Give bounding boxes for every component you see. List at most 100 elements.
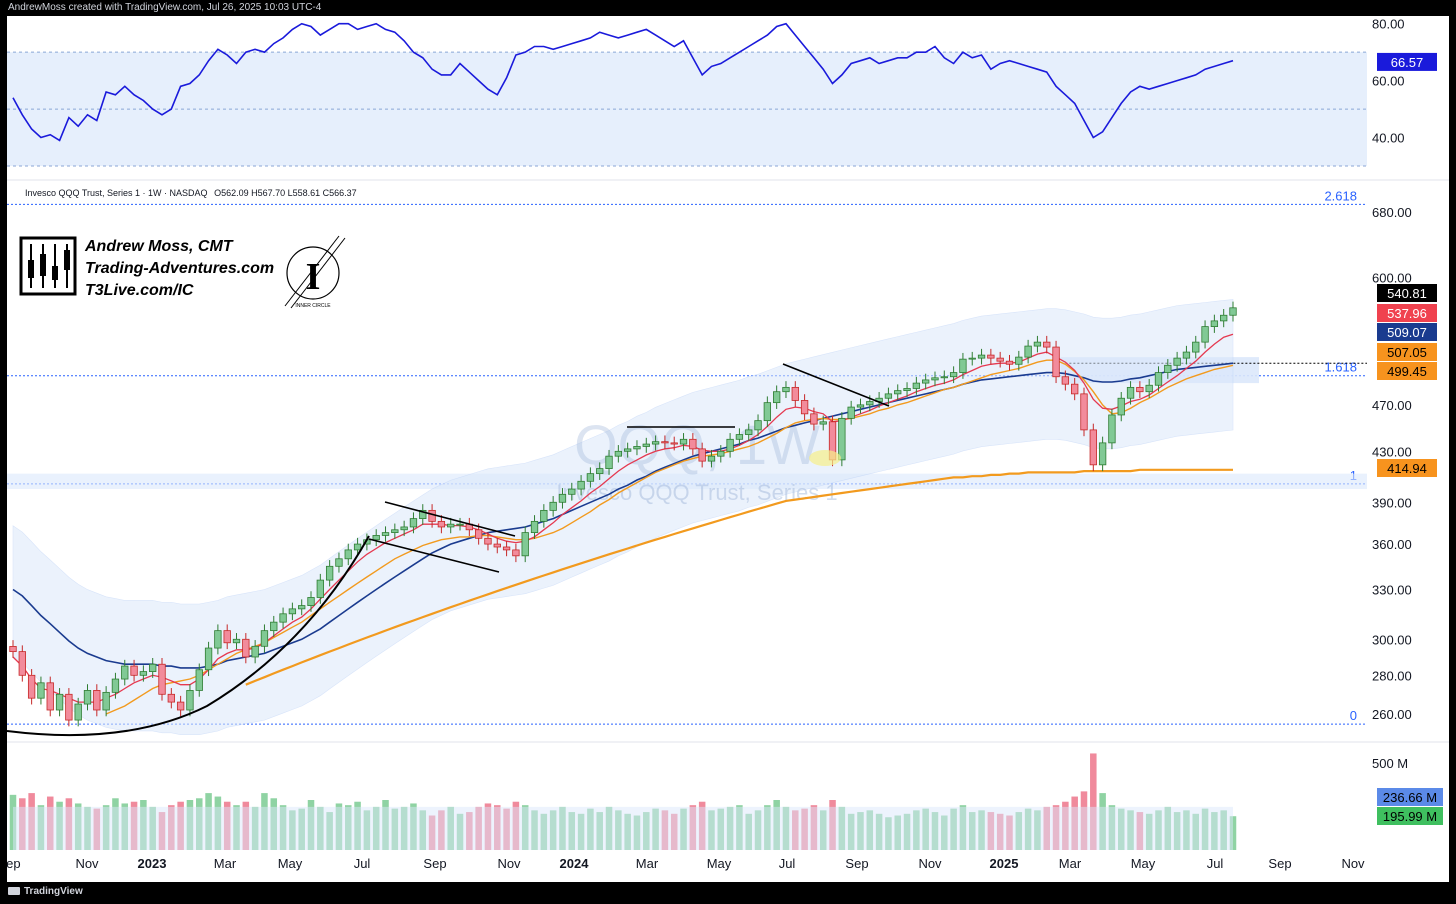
candle[interactable]	[251, 640, 259, 664]
candle[interactable]	[987, 348, 995, 365]
candle[interactable]	[884, 387, 893, 405]
candle[interactable]	[121, 659, 129, 686]
price-axis[interactable]: 680.00 600.00 470.00 430.00 390.00 360.00 330.…	[1372, 17, 1443, 825]
candle[interactable]	[130, 659, 138, 682]
candle[interactable]	[9, 640, 17, 658]
candle[interactable]	[959, 352, 967, 379]
candle[interactable]	[419, 504, 427, 525]
candle[interactable]	[502, 540, 511, 557]
candle[interactable]	[1192, 335, 1200, 359]
candle[interactable]	[65, 688, 73, 727]
candle[interactable]	[335, 552, 343, 573]
candle[interactable]	[1043, 335, 1051, 354]
candle[interactable]	[1005, 354, 1014, 371]
candle[interactable]	[1173, 351, 1181, 372]
candle[interactable]	[856, 398, 865, 414]
candle[interactable]	[409, 512, 418, 534]
symbol-legend[interactable]: Invesco QQQ Trust, Series 1 · 1W · NASDA…	[25, 188, 357, 198]
candle[interactable]	[27, 669, 36, 705]
candle[interactable]	[810, 407, 818, 431]
candle[interactable]	[447, 517, 455, 534]
candle[interactable]	[838, 412, 846, 467]
candle[interactable]	[996, 351, 1004, 368]
candle[interactable]	[977, 348, 986, 365]
candle[interactable]	[1033, 335, 1042, 353]
candle[interactable]	[1080, 387, 1088, 437]
candle[interactable]	[37, 676, 45, 705]
candle[interactable]	[763, 396, 772, 427]
candle[interactable]	[204, 641, 213, 677]
candle[interactable]	[521, 526, 529, 563]
candle[interactable]	[903, 382, 911, 397]
candle[interactable]	[773, 385, 781, 409]
candle[interactable]	[1220, 309, 1228, 328]
candle[interactable]	[1154, 366, 1163, 392]
candle[interactable]	[689, 433, 697, 456]
candle[interactable]	[260, 624, 269, 653]
candle[interactable]	[158, 658, 166, 701]
candle[interactable]	[223, 624, 231, 650]
candle[interactable]	[707, 449, 716, 468]
candle[interactable]	[754, 414, 762, 437]
candle[interactable]	[1229, 301, 1237, 322]
candle[interactable]	[922, 373, 930, 390]
candle[interactable]	[493, 537, 501, 554]
candle[interactable]	[642, 437, 650, 453]
candle[interactable]	[661, 435, 669, 450]
candle[interactable]	[949, 366, 958, 384]
candle[interactable]	[186, 684, 194, 717]
candle[interactable]	[298, 599, 306, 616]
candle[interactable]	[1117, 392, 1125, 422]
candle[interactable]	[139, 665, 148, 682]
candle[interactable]	[568, 482, 576, 501]
candle[interactable]	[726, 433, 734, 458]
candle[interactable]	[791, 381, 799, 407]
candle[interactable]	[800, 394, 809, 421]
candle[interactable]	[456, 517, 464, 531]
candle[interactable]	[325, 560, 334, 587]
candle[interactable]	[717, 445, 725, 463]
candle[interactable]	[1024, 339, 1032, 364]
time-axis[interactable]: Sep Nov 2023 Mar May Jul Sep Nov 2024 Mar May Jul Se…	[7, 856, 1365, 871]
candle[interactable]	[1108, 408, 1116, 450]
candle[interactable]	[1071, 377, 1079, 401]
candle[interactable]	[670, 436, 678, 451]
candle[interactable]	[111, 672, 120, 699]
candle[interactable]	[558, 488, 567, 509]
candle[interactable]	[782, 381, 790, 399]
candle[interactable]	[344, 543, 352, 566]
candle[interactable]	[679, 433, 688, 451]
candle[interactable]	[745, 423, 753, 441]
candle[interactable]	[353, 537, 362, 557]
candle[interactable]	[698, 442, 706, 468]
candle[interactable]	[372, 529, 380, 547]
candle[interactable]	[819, 415, 827, 431]
candle[interactable]	[623, 442, 632, 458]
candle[interactable]	[1052, 340, 1060, 384]
candle[interactable]	[74, 697, 82, 727]
candle[interactable]	[307, 591, 315, 612]
candle[interactable]	[1210, 314, 1219, 333]
candle[interactable]	[577, 475, 585, 496]
candle[interactable]	[381, 526, 390, 542]
candle[interactable]	[214, 624, 222, 655]
candle[interactable]	[651, 435, 660, 451]
candle[interactable]	[1182, 345, 1191, 365]
candle[interactable]	[316, 573, 324, 604]
candle[interactable]	[149, 658, 157, 678]
candle[interactable]	[1061, 370, 1070, 391]
candle[interactable]	[288, 602, 297, 621]
candle[interactable]	[484, 532, 492, 551]
candle[interactable]	[586, 467, 595, 488]
candle[interactable]	[540, 504, 548, 528]
candle[interactable]	[391, 523, 399, 539]
candle[interactable]	[735, 428, 744, 446]
candle[interactable]	[279, 607, 287, 629]
candle[interactable]	[18, 645, 26, 682]
candle[interactable]	[232, 633, 241, 650]
candle[interactable]	[1201, 320, 1209, 349]
candle[interactable]	[1098, 436, 1107, 472]
candle[interactable]	[93, 684, 101, 717]
candle[interactable]	[549, 496, 557, 517]
candle[interactable]	[400, 520, 408, 537]
